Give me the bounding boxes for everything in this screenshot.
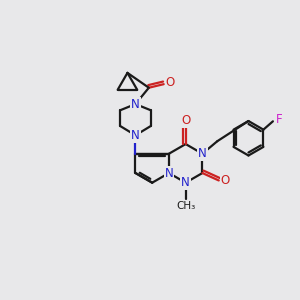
Text: O: O (181, 114, 190, 127)
Text: O: O (166, 76, 175, 89)
Text: F: F (275, 113, 282, 126)
Text: N: N (198, 147, 207, 160)
Text: O: O (221, 174, 230, 187)
Text: N: N (165, 167, 173, 179)
Text: CH₃: CH₃ (176, 201, 195, 211)
Text: N: N (131, 129, 140, 142)
Text: N: N (181, 176, 190, 189)
Text: N: N (131, 98, 140, 111)
